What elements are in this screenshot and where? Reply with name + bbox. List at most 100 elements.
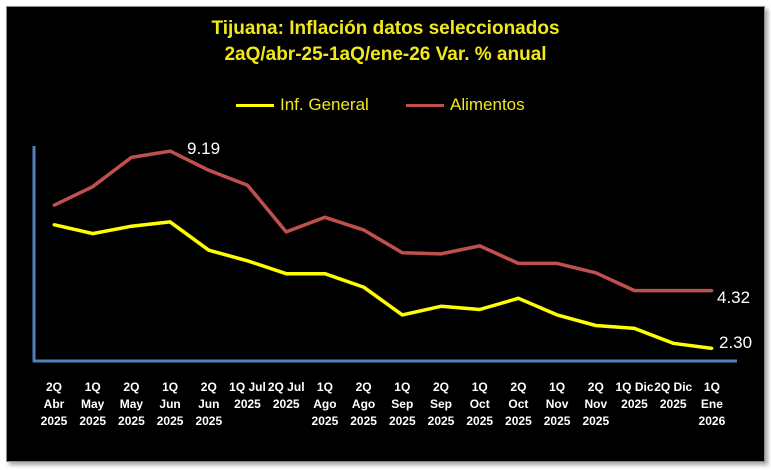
- x-tick-label: Nov: [584, 397, 607, 411]
- x-tick-label: Sep: [391, 397, 413, 411]
- data-point: [207, 168, 211, 172]
- x-tick-label: 2026: [699, 414, 726, 428]
- data-point: [439, 252, 443, 256]
- series-line-1: [53, 149, 712, 293]
- x-tick-label: Jun: [198, 397, 219, 411]
- data-point: [168, 220, 172, 224]
- x-tick-label: 2025: [312, 414, 339, 428]
- data-point: [207, 248, 211, 252]
- x-tick-label: 2025: [234, 397, 261, 411]
- x-tick-label: 2025: [118, 414, 145, 428]
- x-tick-label: 2025: [582, 414, 609, 428]
- x-tick-label: 2025: [41, 414, 68, 428]
- x-tick-label: Oct: [470, 397, 490, 411]
- x-tick-label: Sep: [430, 397, 452, 411]
- data-point: [91, 185, 95, 189]
- data-point: [129, 155, 133, 159]
- data-label: 9.19: [187, 139, 220, 158]
- data-point: [671, 341, 675, 345]
- x-tick-label: 2025: [505, 414, 532, 428]
- legend-label-alimentos: Alimentos: [450, 95, 525, 114]
- x-tick-label: 1Q: [85, 380, 101, 394]
- data-point: [246, 183, 249, 187]
- data-point: [284, 272, 288, 276]
- x-tick-label: 2025: [621, 397, 648, 411]
- x-tick-label: 2025: [660, 397, 687, 411]
- legend-swatch-inf-general: [236, 104, 274, 108]
- x-tick-label: 2Q: [123, 380, 139, 394]
- x-tick-label: Nov: [546, 397, 569, 411]
- x-tick-label: 2025: [195, 414, 222, 428]
- data-point: [555, 313, 559, 317]
- data-label: 2.30: [719, 333, 752, 352]
- x-tick-label: 1Q: [394, 380, 410, 394]
- x-tick-label: Abr: [44, 397, 65, 411]
- x-tick-label: 1Q: [317, 380, 333, 394]
- x-tick-label: 2Q: [46, 380, 62, 394]
- data-point: [516, 296, 520, 300]
- x-tick-label: 2025: [389, 414, 416, 428]
- data-point: [52, 203, 56, 207]
- legend-label-inf-general: Inf. General: [280, 95, 369, 114]
- x-tick-label: 2Q: [433, 380, 449, 394]
- x-tick-label: 1Q Jul: [229, 380, 266, 394]
- chart-title: Tijuana: Inflación datos seleccionados: [211, 18, 560, 39]
- data-point: [439, 304, 443, 308]
- x-tick-label: 1Q: [162, 380, 178, 394]
- data-point: [400, 251, 404, 255]
- x-tick-label: 2025: [157, 414, 184, 428]
- data-point: [671, 289, 675, 293]
- data-point: [710, 346, 714, 350]
- x-tick-label: 2025: [544, 414, 571, 428]
- x-tick-label: 1Q: [704, 380, 720, 394]
- data-point: [478, 308, 482, 311]
- x-tick-label: 2025: [79, 414, 106, 428]
- legend-swatch-alimentos: [406, 104, 444, 108]
- x-tick-label: Jun: [159, 397, 180, 411]
- x-tick-label: 2Q: [510, 380, 526, 394]
- x-tick-label: Ago: [352, 397, 375, 411]
- x-tick-label: 2Q: [588, 380, 604, 394]
- legend-item-alimentos: Alimentos: [406, 95, 525, 115]
- x-tick-label: May: [81, 397, 105, 411]
- x-tick-label: 2025: [428, 414, 455, 428]
- data-point: [594, 271, 598, 275]
- series-line-0: [53, 220, 713, 351]
- x-tick-label: Ago: [313, 397, 336, 411]
- x-tick-label: 1Q: [472, 380, 488, 394]
- x-tick-label: 2025: [466, 414, 493, 428]
- x-tick-label: 2025: [350, 414, 377, 428]
- x-tick-label: 2Q: [201, 380, 217, 394]
- data-point: [633, 289, 636, 293]
- data-point: [633, 326, 636, 330]
- x-tick-label: 2Q Jul: [268, 380, 305, 394]
- x-tick-label: 1Q Dic: [615, 380, 653, 394]
- data-point: [362, 228, 366, 232]
- data-point: [710, 289, 714, 293]
- x-tick-label: 2025: [273, 397, 300, 411]
- x-tick-label: May: [120, 397, 144, 411]
- data-point: [129, 224, 133, 228]
- data-point: [323, 272, 327, 276]
- data-point: [555, 261, 559, 265]
- chart-frame: [6, 6, 765, 462]
- data-point: [594, 324, 598, 327]
- data-point: [400, 313, 404, 317]
- data-point: [284, 230, 288, 234]
- data-point: [516, 261, 520, 265]
- data-point: [246, 259, 249, 263]
- data-point: [91, 232, 95, 236]
- data-point: [323, 215, 327, 219]
- legend-item-inf-general: Inf. General: [236, 95, 369, 115]
- data-label: 4.32: [717, 288, 750, 307]
- data-point: [52, 223, 56, 227]
- chart-subtitle: 2aQ/abr-25-1aQ/ene-26 Var. % anual: [224, 44, 547, 65]
- x-tick-label: 1Q: [549, 380, 565, 394]
- data-point: [478, 244, 482, 248]
- x-tick-label: Oct: [508, 397, 528, 411]
- x-tick-label: 2Q Dic: [654, 380, 692, 394]
- x-tick-label: 2Q: [356, 380, 372, 394]
- data-point: [362, 285, 366, 289]
- x-tick-label: Ene: [701, 397, 723, 411]
